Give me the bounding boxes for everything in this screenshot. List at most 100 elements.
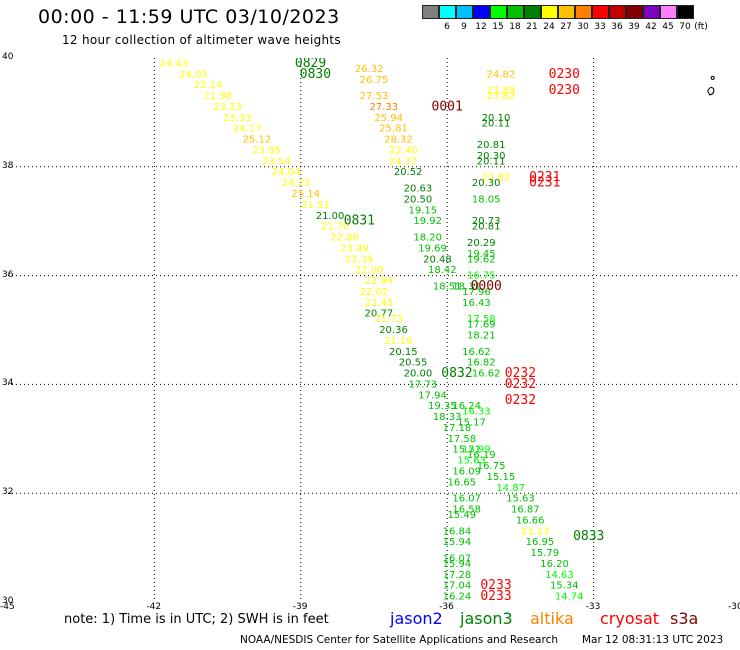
wave-height-label: 23.89 xyxy=(487,86,516,97)
legend-label: 42 xyxy=(645,22,657,32)
time-label: 0830 xyxy=(300,67,331,82)
time-label: 0231 xyxy=(529,176,560,191)
wave-height-label: 20.81 xyxy=(477,140,506,151)
wave-height-label: 16.09 xyxy=(452,466,481,477)
wave-height-label: 19.45 xyxy=(467,249,496,260)
wave-height-label: 14.74 xyxy=(555,592,584,602)
wave-height-label: 19.92 xyxy=(413,216,442,227)
legend-swatch xyxy=(456,5,473,19)
wave-height-label: 20.30 xyxy=(477,151,506,162)
wave-height-label: 22.45 xyxy=(365,298,394,309)
wave-height-label: 22.94 xyxy=(365,276,394,287)
wave-height-label: 20.55 xyxy=(399,358,428,369)
wave-height-label: 15.79 xyxy=(530,548,559,559)
wave-height-label: 18.31 xyxy=(452,281,481,292)
wave-height-label: 24.23 xyxy=(282,178,311,189)
wave-height-label: 24.03 xyxy=(179,69,208,80)
legend-swatch xyxy=(575,5,592,19)
wave-height-label: 17.28 xyxy=(443,570,472,581)
wave-height-label: 16.75 xyxy=(467,271,496,282)
legend-swatch xyxy=(660,5,677,19)
wave-height-label: 24.82 xyxy=(487,69,516,80)
wave-height-label: 20.11 xyxy=(482,118,511,129)
wave-height-label: 16.24 xyxy=(443,592,472,602)
wave-height-label: 25.12 xyxy=(243,135,272,146)
wave-height-label: 14.87 xyxy=(496,483,525,494)
wave-height-label: 24.04 xyxy=(272,167,301,178)
wave-height-label: 28.32 xyxy=(384,135,413,146)
time-label: 0829 xyxy=(295,58,326,71)
wave-height-label: 17.04 xyxy=(443,581,472,592)
wave-height-label: 20.10 xyxy=(482,113,511,124)
wave-height-label: 20.48 xyxy=(423,254,452,265)
time-label: 0233 xyxy=(480,578,511,593)
latitude-tick-label: 36 xyxy=(2,269,14,280)
longitude-tick-label: -45 xyxy=(0,602,15,612)
mission-label-jason2: jason2 xyxy=(390,609,443,628)
wave-height-label: 20.52 xyxy=(394,167,423,178)
wave-height-label: 15.15 xyxy=(487,472,516,483)
time-label: 0232 xyxy=(505,393,536,408)
legend-swatch xyxy=(677,5,694,19)
legend-swatch xyxy=(422,5,439,19)
wave-height-label: 23.33 xyxy=(223,113,252,124)
longitude-tick-label: -33 xyxy=(585,602,601,612)
legend-label: 21 xyxy=(526,22,538,32)
legend-swatch xyxy=(626,5,643,19)
time-label: 0832 xyxy=(441,366,472,381)
legend-label: 27 xyxy=(560,22,572,32)
wave-height-label: 16.84 xyxy=(443,526,472,537)
wave-height-label: 20.00 xyxy=(404,369,433,380)
wave-height-label: 26.75 xyxy=(360,75,389,86)
wave-height-label: 16.19 xyxy=(467,450,496,461)
wave-height-label: 21.00 xyxy=(316,211,345,222)
wave-height-label: 23.82 xyxy=(487,91,516,102)
wave-height-label: 19.69 xyxy=(418,243,447,254)
wave-height-label: 16.20 xyxy=(540,559,569,570)
legend-label: 36 xyxy=(611,22,623,32)
legend-swatch xyxy=(643,5,660,19)
wave-height-label: 17.58 xyxy=(467,314,496,325)
legend-label: 9 xyxy=(461,22,467,32)
wave-height-label: 22.14 xyxy=(194,80,223,91)
wave-height-label: 15.94 xyxy=(443,537,472,548)
legend-swatch xyxy=(524,5,541,19)
legend-label: 30 xyxy=(577,22,589,32)
wave-height-label: 25.81 xyxy=(379,124,408,135)
wave-height-label: 20.50 xyxy=(404,194,433,205)
color-legend: 6 9 12 15 18 21 24 27 30 33 36 39 42 45 70 (ft) xyxy=(422,5,729,35)
legend-swatch xyxy=(592,5,609,19)
time-label: 0233 xyxy=(480,589,511,602)
wave-height-label: 27.53 xyxy=(360,91,389,102)
wave-height-label: 24.27 xyxy=(389,156,418,167)
wave-height-label: 20.81 xyxy=(472,222,501,233)
wave-height-label: 18.33 xyxy=(433,412,462,423)
latitude-tick-label: 38 xyxy=(2,160,14,171)
latitude-tick-label: 30 xyxy=(2,596,14,606)
wave-height-label: 17.58 xyxy=(448,434,477,445)
wave-height-label: 21.51 xyxy=(301,200,330,211)
legend-swatch xyxy=(541,5,558,19)
wave-height-label: 23.95 xyxy=(252,145,281,156)
wave-height-label: 16.24 xyxy=(452,401,481,412)
credit-line: NOAA/NESDIS Center for Satellite Applica… xyxy=(240,634,558,646)
wave-height-label: 18.05 xyxy=(472,194,501,205)
wave-height-label: 17.94 xyxy=(418,390,447,401)
wave-height-label: 20.11 xyxy=(477,156,506,167)
longitude-tick-label: -30 xyxy=(728,602,740,612)
wave-height-label: 21.16 xyxy=(384,336,413,347)
wave-height-label: 20.73 xyxy=(472,216,501,227)
wave-height-label: 19.62 xyxy=(467,254,496,265)
wave-height-label: 26.32 xyxy=(355,64,384,75)
legend-label: 39 xyxy=(628,22,640,32)
wave-height-label: 17.96 xyxy=(462,287,491,298)
wave-height-label: 19.15 xyxy=(408,205,437,216)
legend-swatch xyxy=(558,5,575,19)
wave-height-label: 24.43 xyxy=(160,58,189,69)
wave-height-label: 21.70 xyxy=(321,222,350,233)
wave-height-label: 20.63 xyxy=(404,184,433,195)
wave-height-map: 24.4324.0322.1421.9623.3323.3324.1725.12… xyxy=(8,58,740,602)
mission-label-cryosat: cryosat xyxy=(600,609,660,628)
legend-swatch xyxy=(473,5,490,19)
